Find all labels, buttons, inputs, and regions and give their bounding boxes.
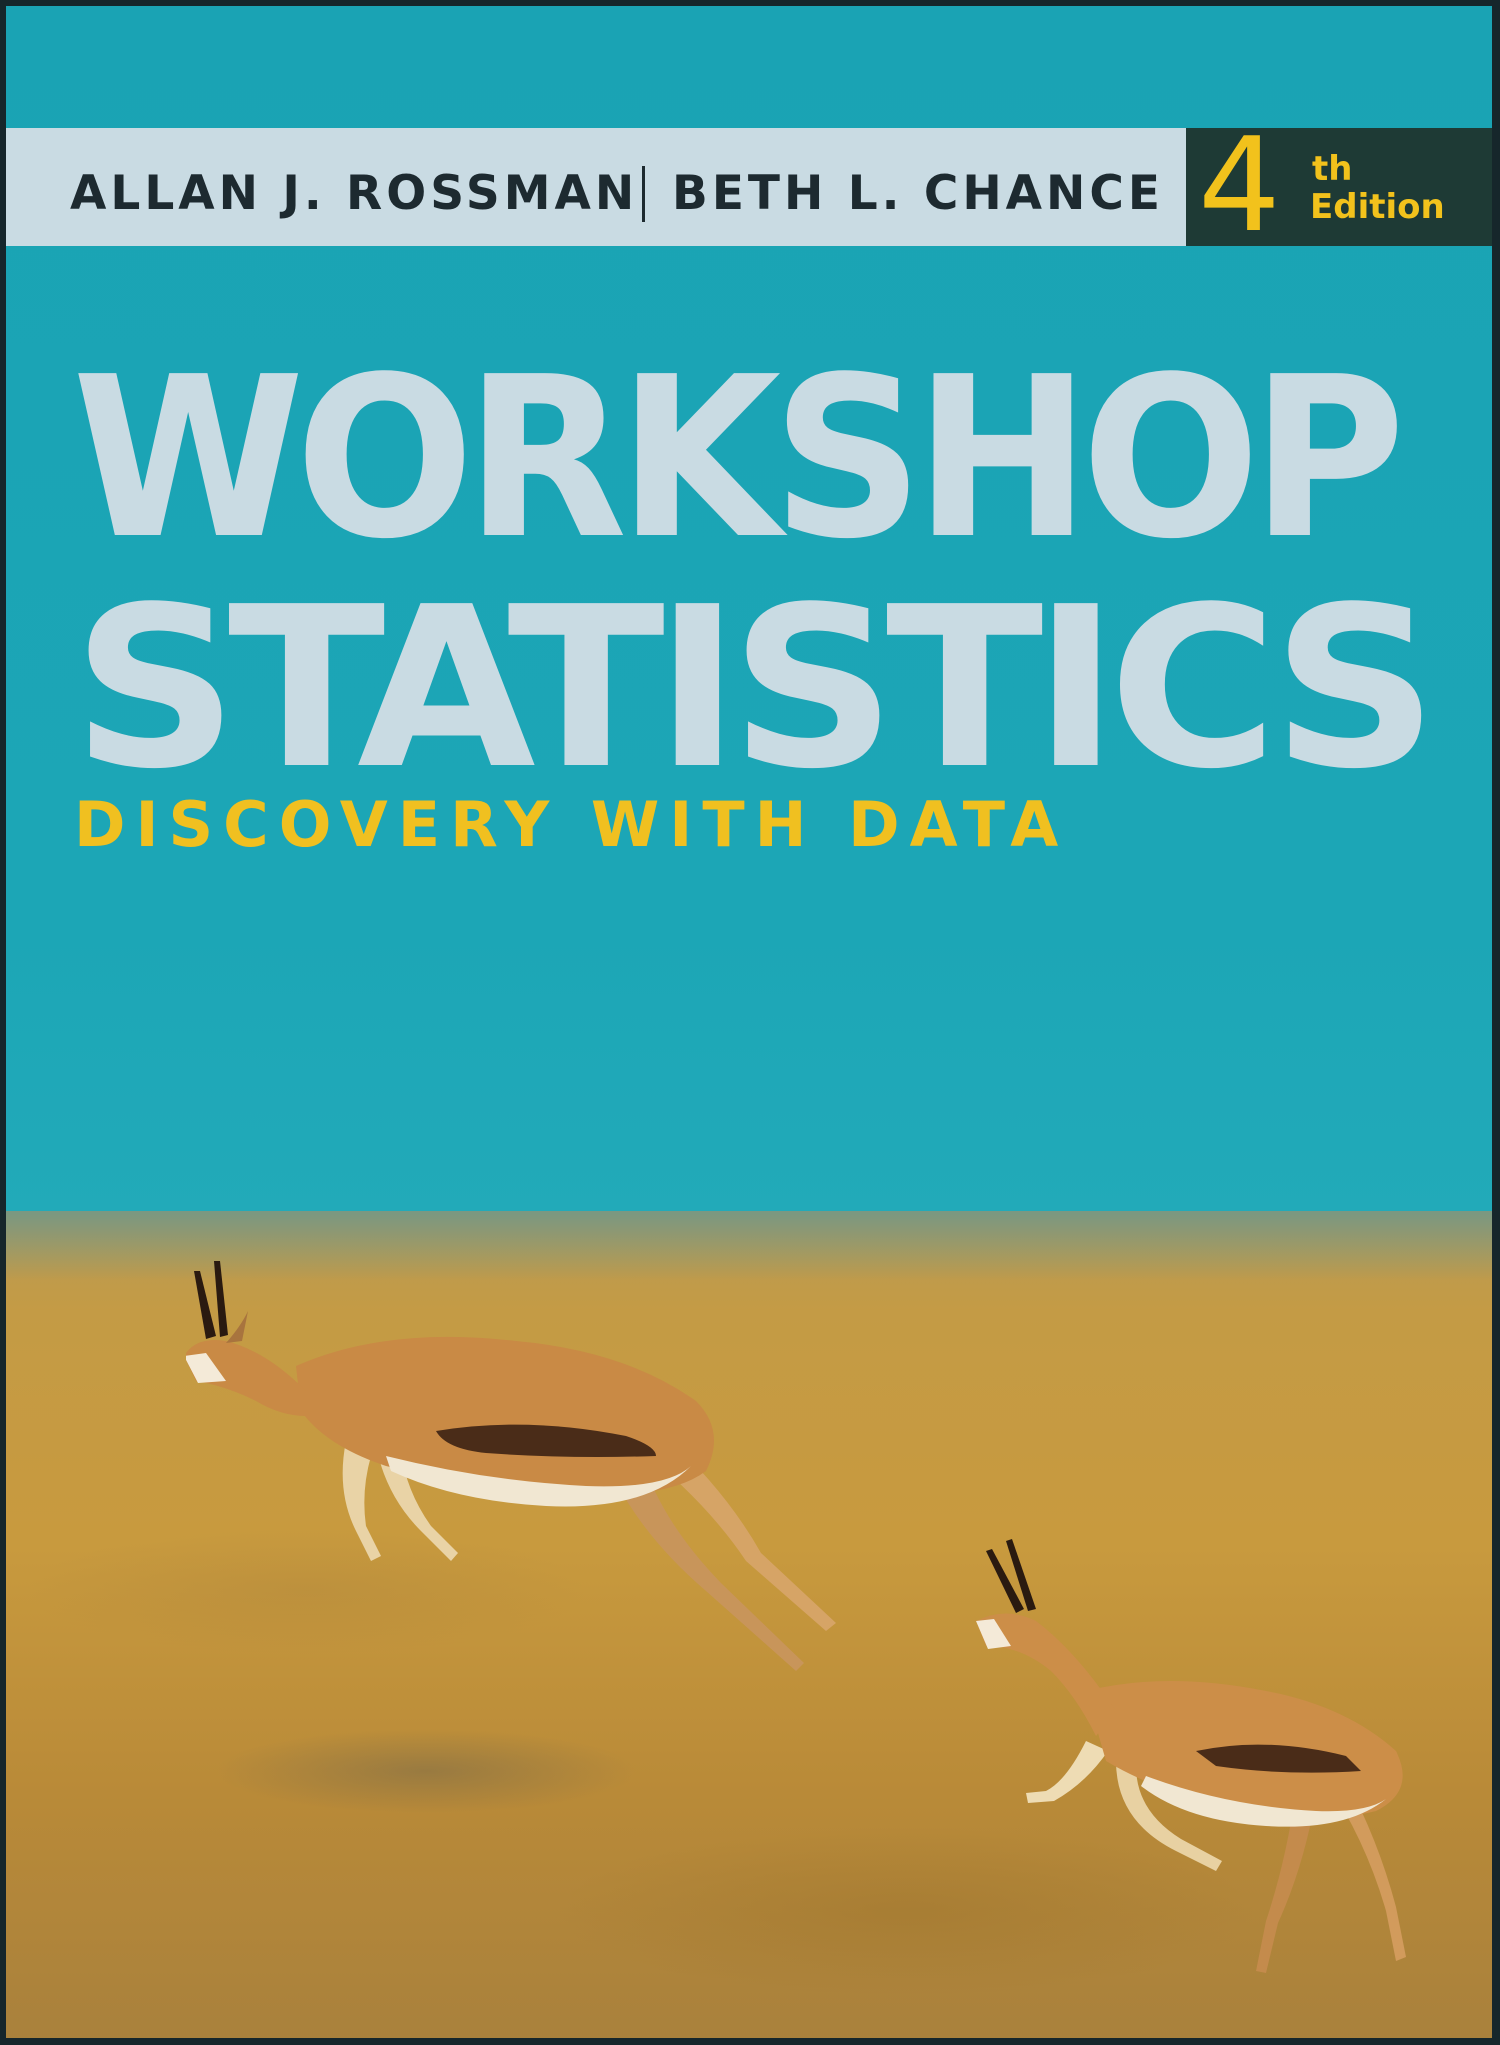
author-name-2: BETH L. CHANCE [672,166,1164,221]
author-divider [642,166,645,222]
author-name-1: ALLAN J. ROSSMAN [70,166,639,221]
edition-word: Edition [1310,187,1445,227]
springbok-leaping [186,1261,836,1671]
author-band: ALLAN J. ROSSMAN BETH L. CHANCE [6,128,1186,246]
horizon-haze [6,1211,1492,1281]
edition-badge: 4 th Edition [1186,120,1492,250]
edition-suffix: th [1312,149,1353,189]
title-line-1: WORKSHOP [72,330,1406,588]
savanna-photo [6,1211,1492,2038]
title-line-2: STATISTICS [72,560,1438,818]
springbok-running [976,1539,1406,1973]
book-cover: ALLAN J. ROSSMAN BETH L. CHANCE 4 th Edi… [4,4,1494,2040]
edition-number: 4 [1198,109,1281,261]
subtitle: DISCOVERY WITH DATA [74,788,1069,861]
